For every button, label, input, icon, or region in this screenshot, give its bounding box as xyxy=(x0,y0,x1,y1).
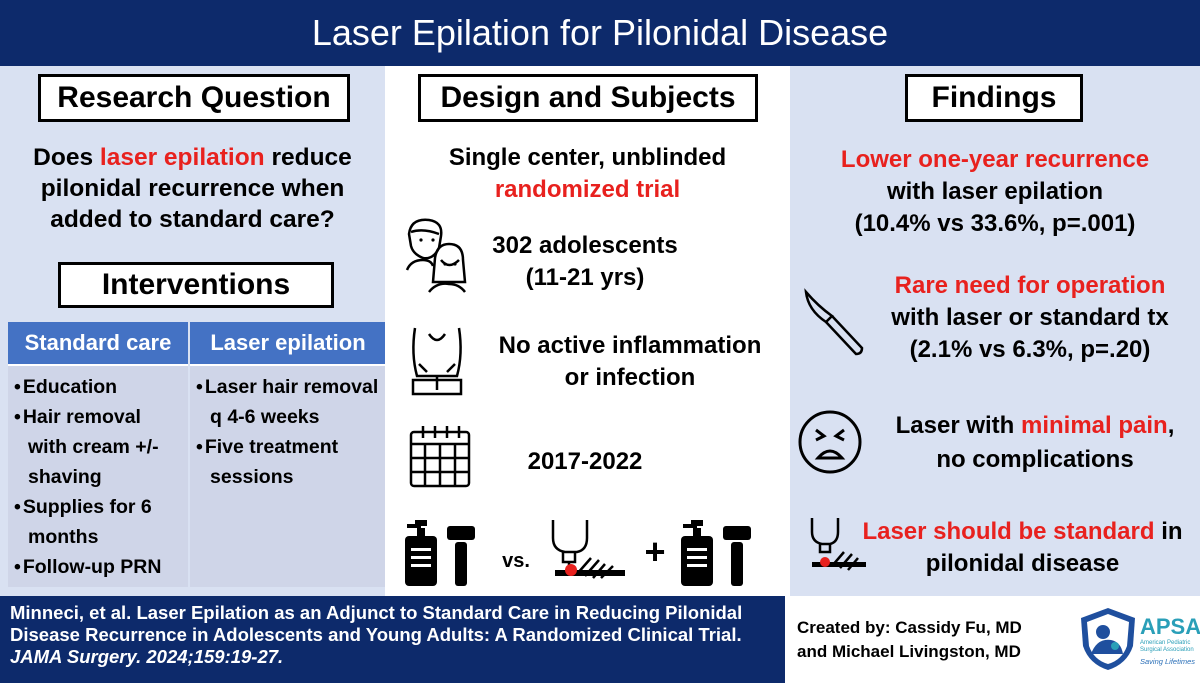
finding2-headline: Rare need for operation xyxy=(894,272,1166,299)
finding2-stats: (2.1% vs 6.3%, p=.20) xyxy=(909,336,1151,363)
lower-back-icon xyxy=(411,327,463,396)
interventions-table: Standard care Laser epilation Education … xyxy=(8,322,386,587)
scalpel-icon xyxy=(804,288,864,356)
standard-care-cell: Education Hair removal with cream +/- sh… xyxy=(8,364,188,587)
subjects-count: 302 adolescents xyxy=(492,232,678,259)
list-item: Five treatment sessions xyxy=(196,432,382,492)
table-header-laser: Laser epilation xyxy=(190,322,386,364)
list-item: Education xyxy=(14,372,184,402)
citation: Minneci, et al. Laser Epilation as an Ad… xyxy=(0,596,785,683)
finding4-line2: pilonidal disease xyxy=(925,550,1120,577)
finding2-line2: with laser or standard tx xyxy=(891,304,1169,331)
list-item: Hair removal with cream +/- shaving xyxy=(14,402,184,492)
findings-panel: Findings Lower one-year recurrence with … xyxy=(790,66,1200,596)
plus-label: + xyxy=(644,531,666,572)
apsa-logo-icon xyxy=(1081,608,1135,670)
study-years: 2017-2022 xyxy=(527,448,643,475)
interventions-heading: Interventions xyxy=(58,262,334,308)
subjects-age: (11-21 yrs) xyxy=(525,264,645,291)
design-line1: Single center, unblinded xyxy=(448,144,727,171)
finding1-stats: (10.4% vs 33.6%, p=.001) xyxy=(854,210,1136,237)
laser-highlight: laser epilation xyxy=(99,144,265,171)
people-icon xyxy=(405,218,467,293)
research-question-heading: Research Question xyxy=(38,74,350,122)
table-header-standard: Standard care xyxy=(8,322,188,364)
research-question-text: Does laser epilation reduce pilonidal re… xyxy=(33,144,352,233)
laser-icon xyxy=(810,518,866,571)
page-title: Laser Epilation for Pilonidal Disease xyxy=(0,0,1200,66)
finding3-line1: Laser with minimal pain, xyxy=(895,412,1175,439)
citation-line2: Disease Recurrence in Adolescents and Yo… xyxy=(10,624,742,645)
cream-razor-icon-2 xyxy=(681,520,751,586)
finding3-line2: no complications xyxy=(936,446,1134,473)
laser-handpiece-icon xyxy=(551,520,625,579)
apsa-branding: APSA American Pediatric Surgical Associa… xyxy=(1140,614,1200,666)
citation-line1: Minneci, et al. Laser Epilation as an Ad… xyxy=(10,602,743,623)
finding4-line1: Laser should be standard in xyxy=(862,518,1183,545)
criteria-line1: No active inflammation xyxy=(498,332,762,359)
credits-panel: Created by: Cassidy Fu, MD and Michael L… xyxy=(785,596,1200,683)
list-item: Laser hair removal q 4-6 weeks xyxy=(196,372,382,432)
calendar-icon xyxy=(409,426,471,488)
criteria-line2: or infection xyxy=(564,364,696,391)
research-panel: Research Question Does laser epilation r… xyxy=(0,66,386,596)
list-item: Supplies for 6 months xyxy=(14,492,184,552)
finding1-headline: Lower one-year recurrence xyxy=(840,146,1150,173)
design-heading: Design and Subjects xyxy=(418,74,758,122)
design-panel: Design and Subjects Single center, unbli… xyxy=(385,66,790,596)
finding1-line2: with laser epilation xyxy=(886,178,1104,205)
findings-heading: Findings xyxy=(905,74,1083,122)
laser-epilation-cell: Laser hair removal q 4-6 weeks Five trea… xyxy=(190,364,386,587)
design-line2: randomized trial xyxy=(494,176,681,203)
citation-journal: JAMA Surgery. 2024;159:19-27. xyxy=(10,646,284,667)
credits: Created by: Cassidy Fu, MD and Michael L… xyxy=(797,618,1022,661)
pain-face-icon xyxy=(798,410,862,474)
list-item: Follow-up PRN xyxy=(14,552,184,582)
cream-razor-icon xyxy=(405,520,475,586)
vs-label: vs. xyxy=(502,550,530,572)
